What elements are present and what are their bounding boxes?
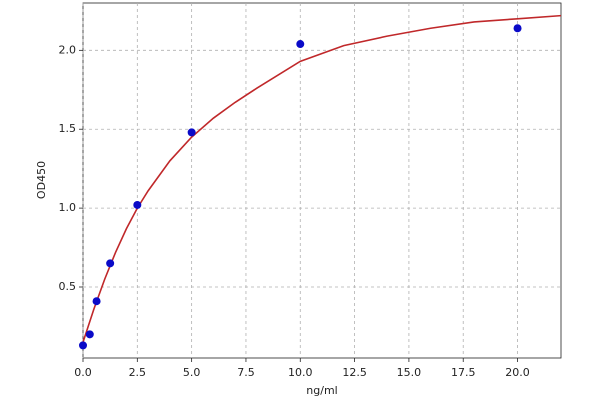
- x-tick-label: 7.5: [237, 366, 255, 379]
- x-tick-label: 20.0: [505, 366, 530, 379]
- data-point: [85, 330, 94, 339]
- x-tick-label: 15.0: [397, 366, 422, 379]
- y-tick-label: 1.5: [59, 122, 77, 135]
- data-point: [79, 341, 87, 350]
- x-tick-label: 5.0: [183, 366, 201, 379]
- x-tick-label: 2.5: [129, 366, 147, 379]
- x-tick-label: 12.5: [342, 366, 367, 379]
- data-point: [106, 259, 115, 268]
- x-axis-label: ng/ml: [306, 384, 337, 397]
- data-point: [513, 24, 522, 33]
- data-point: [187, 128, 196, 137]
- y-tick-label: 1.0: [59, 201, 77, 214]
- data-point: [296, 40, 305, 49]
- x-tick-label: 0.0: [74, 366, 92, 379]
- y-axis-label: OD450: [35, 161, 48, 199]
- fit-curve: [82, 14, 562, 343]
- x-tick-label: 10.0: [288, 366, 313, 379]
- y-tick-label: 0.5: [59, 280, 77, 293]
- y-tick-label: 2.0: [59, 43, 77, 56]
- x-tick-label: 17.5: [451, 366, 476, 379]
- data-point: [133, 200, 142, 209]
- data-point: [92, 297, 101, 306]
- plot-frame: [82, 2, 562, 359]
